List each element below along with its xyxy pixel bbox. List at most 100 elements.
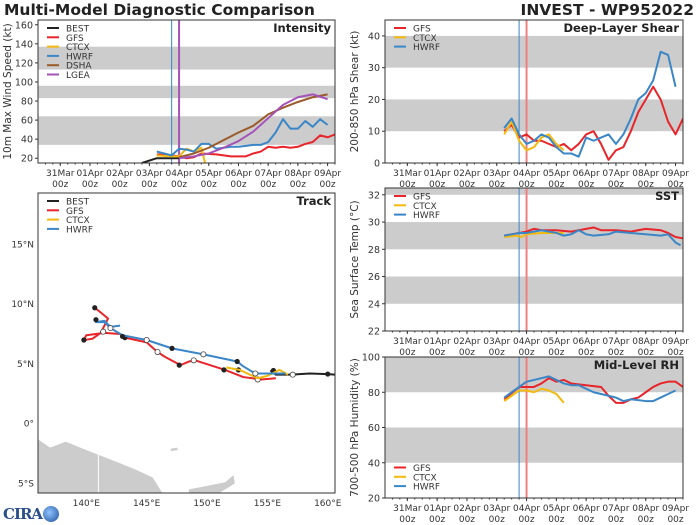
x-tick-label: 05Apr [543, 337, 570, 347]
legend-label-hwrf: HWRF [413, 483, 440, 493]
series-line-hwrf [503, 50, 677, 158]
track-point-filled [119, 333, 126, 340]
x-tick-label: 00z [578, 348, 594, 358]
series-line-hwrf [504, 229, 681, 247]
series-line-ctcx [503, 387, 565, 404]
x-tick-label: 00z [489, 348, 505, 358]
rh-panel: Mid-Level RH2040608010031Mar00z01Apr00z0… [349, 353, 689, 525]
x-tick-label: 00z [578, 515, 594, 525]
legend-label-gfs: GFS [66, 34, 84, 44]
y-tick-label: 20 [21, 154, 33, 165]
x-tick-label: 08Apr [632, 169, 659, 179]
y-tick-label: 40 [368, 31, 380, 42]
x-tick-label: 00z [459, 180, 475, 190]
track-point-filled [325, 371, 331, 377]
y-tick-label: 10°N [11, 300, 34, 310]
land-mass [170, 447, 179, 452]
track-panel: Track 5°S 0° 5°N 10°N 15°N 140°E 145°E 150°E 155°… [11, 192, 342, 509]
x-tick-label: 00z [171, 180, 187, 190]
panel-title: Intensity [273, 21, 331, 35]
x-tick-label: 06Apr [573, 169, 600, 179]
shear-panel: Deep-Layer Shear01020304031Mar00z01Apr00… [349, 19, 689, 190]
x-tick-label: 01Apr [424, 337, 451, 347]
x-tick-label: 00z [578, 180, 594, 190]
shaded-band [385, 99, 683, 132]
x-tick-label: 01Apr [76, 169, 103, 179]
y-tick-label: 24 [368, 299, 380, 310]
x-tick-label: 00z [112, 180, 128, 190]
y-tick-label: 20 [368, 494, 380, 505]
x-tick-label: 155°E [254, 499, 282, 509]
shaded-band [38, 46, 335, 70]
track-point-open [200, 351, 207, 358]
x-tick-label: 02Apr [453, 169, 480, 179]
shaded-band [385, 276, 683, 304]
y-tick-label: 160 [15, 20, 33, 31]
x-tick-label: 150°E [193, 499, 221, 509]
sst-plot-area [385, 188, 683, 331]
panel-title: Track [297, 194, 332, 208]
page-title: Multi-Model Diagnostic Comparison [4, 1, 315, 19]
x-tick-label: 04Apr [513, 504, 540, 514]
x-tick-label: 31Mar [393, 337, 422, 347]
x-tick-label: 05Apr [543, 504, 570, 514]
legend-label-gfs: GFS [413, 193, 431, 203]
x-tick-label: 00z [399, 348, 415, 358]
x-tick-label: 09Apr [314, 169, 341, 179]
legend-label-gfs: GFS [66, 207, 84, 217]
x-tick-label: 00z [399, 180, 415, 190]
y-tick-label: 22 [368, 327, 380, 338]
x-tick-label: 00z [608, 348, 624, 358]
legend-label-gfs: GFS [413, 25, 431, 35]
x-tick-label: 05Apr [195, 169, 222, 179]
y-tick-label: 30 [368, 218, 380, 229]
intensity-plot-area [38, 20, 335, 163]
x-tick-label: 31Mar [393, 504, 422, 514]
track-point-open [100, 328, 107, 335]
x-tick-label: 00z [141, 180, 157, 190]
x-tick-label: 00z [52, 180, 68, 190]
x-tick-label: 00z [548, 180, 564, 190]
x-tick-label: 00z [518, 348, 534, 358]
series-line-lgea [178, 93, 328, 160]
y-tick-label: 80 [368, 388, 380, 399]
legend-label-ctcx: CTCX [66, 216, 90, 226]
x-tick-label: 09Apr [662, 337, 689, 347]
series-line-gfs [504, 226, 683, 240]
y-tick-label: 32 [368, 190, 380, 201]
x-tick-label: 09Apr [662, 169, 689, 179]
shaded-band [385, 35, 683, 68]
x-tick-label: 04Apr [513, 169, 540, 179]
legend-label-dsha: DSHA [66, 62, 92, 72]
series-line-hwrf [156, 118, 329, 157]
y-tick-label: 15°N [11, 240, 34, 250]
legend-label-hwrf: HWRF [413, 211, 440, 221]
x-tick-label: 00z [518, 180, 534, 190]
y-axis-label: 10m Max Wind Speed (kt) [2, 23, 14, 159]
panel-title: SST [655, 189, 679, 203]
x-tick-label: 00z [667, 180, 683, 190]
panel-title: Deep-Layer Shear [563, 21, 679, 35]
land-mass [38, 439, 163, 493]
y-axis-label: Sea Surface Temp (°C) [349, 200, 361, 318]
y-tick-label: 80 [21, 97, 33, 108]
x-tick-label: 00z [608, 180, 624, 190]
sst-panel: SST22242628303231Mar00z01Apr00z02Apr00z0… [349, 187, 689, 358]
x-tick-label: 04Apr [513, 337, 540, 347]
series-line-ctcx [226, 366, 289, 380]
x-tick-label: 07Apr [602, 169, 629, 179]
x-tick-label: 00z [459, 515, 475, 525]
y-tick-label: 10 [368, 127, 380, 138]
x-tick-label: 05Apr [543, 169, 570, 179]
intensity-panel: Intensity2040608010012014016031Mar00z01A… [2, 19, 341, 190]
track-point-open [107, 325, 114, 332]
y-tick-label: 26 [368, 272, 380, 283]
x-tick-label: 04Apr [166, 169, 193, 179]
x-tick-label: 06Apr [225, 169, 252, 179]
shear-plot-area [385, 20, 683, 163]
x-tick-label: 31Mar [46, 169, 75, 179]
track-frame [37, 192, 336, 494]
y-tick-label: 60 [368, 423, 380, 434]
legend-label-best: BEST [66, 25, 90, 35]
